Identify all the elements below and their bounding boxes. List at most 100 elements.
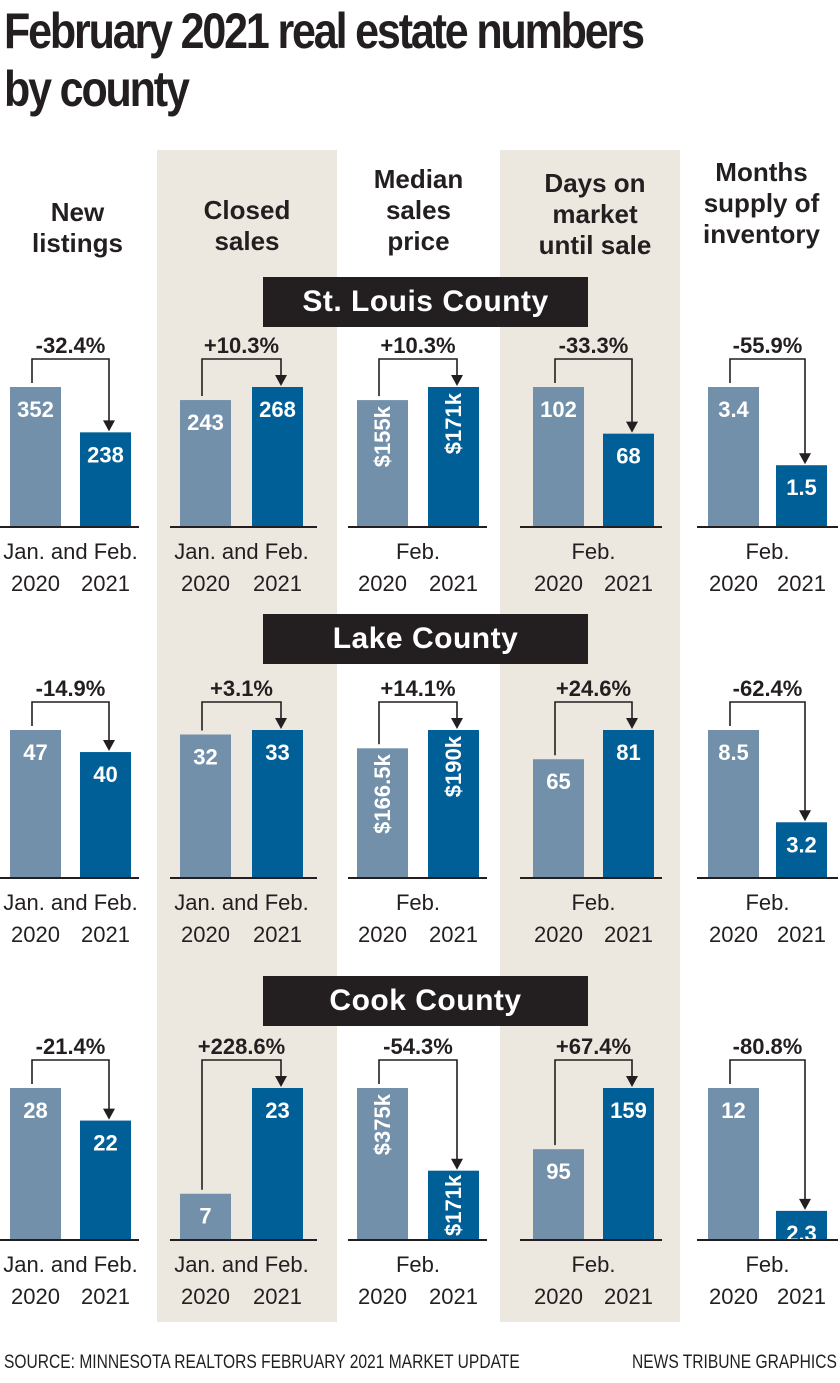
change-bracket [554,358,633,424]
county-label-lake: Lake County [263,614,588,664]
bar-value-label: $155k [370,405,395,467]
year-tick-label: 2020 [534,922,583,947]
year-tick-label: 2020 [709,1284,758,1309]
period-label: Jan. and Feb. [174,539,309,564]
header-line: until sale [538,230,652,260]
year-tick-label: 2020 [709,922,758,947]
bar-2020 [533,1149,584,1240]
bar-2021 [80,1120,131,1240]
bar-2021 [252,387,303,527]
bar-2020 [180,734,231,878]
bar-value-label: 40 [93,762,117,787]
year-tick-label: 2021 [777,571,826,596]
year-tick-label: 2021 [429,922,478,947]
year-tick-label: 2021 [429,571,478,596]
period-label: Feb. [396,539,440,564]
bar-value-label: $171k [441,1174,466,1236]
header-line: inventory [702,219,821,249]
year-tick-label: 2020 [358,571,407,596]
header-line: New [50,197,105,227]
year-tick-label: 2021 [81,571,130,596]
year-tick-label: 2020 [11,571,60,596]
header-line: sales [214,226,280,256]
year-tick-label: 2021 [777,1284,826,1309]
change-bracket [378,358,458,397]
change-bracket [729,358,806,456]
bar-value-label: 3.2 [786,832,817,857]
source-note: SOURCE: MINNESOTA REALTORS FEBRUARY 2021… [4,1352,520,1373]
bar-value-label: 3.4 [718,397,749,422]
bar-2020 [10,1088,61,1240]
bar-value-label: 95 [546,1159,570,1184]
period-label: Feb. [571,1252,615,1277]
bar-value-label: 81 [616,740,640,765]
bar-value-label: 28 [23,1098,47,1123]
period-label: Jan. and Feb. [3,890,138,915]
bar-value-label: 352 [17,397,54,422]
bar-value-label: $375k [370,1093,395,1155]
bar-2021 [776,1210,827,1240]
bar-value-label: 243 [187,410,224,435]
bar-2020 [708,730,759,878]
arrow-head-icon [626,1076,638,1087]
year-tick-label: 2020 [534,571,583,596]
period-label: Feb. [571,890,615,915]
header-line: market [552,199,638,229]
change-bracket [201,701,282,731]
title-line-1: February 2021 real estate numbers [4,3,645,59]
change-bracket [729,701,806,813]
bar-value-label: 2.3 [786,1221,817,1246]
page-title: February 2021 real estate numbers by cou… [4,2,723,118]
bar-2020 [533,387,584,527]
percent-change-label: +24.6% [556,676,631,701]
percent-change-label: -14.9% [36,676,106,701]
year-tick-label: 2021 [429,1284,478,1309]
bar-value-label: 1.5 [786,475,817,500]
period-label: Jan. and Feb. [174,1252,309,1277]
period-label: Feb. [571,539,615,564]
arrow-head-icon [799,453,811,465]
bar-2020 [357,1088,408,1240]
change-bracket [554,701,633,756]
year-tick-label: 2021 [253,922,302,947]
year-tick-label: 2020 [11,1284,60,1309]
percent-change-label: -54.3% [383,1034,453,1059]
bar-2020 [708,387,759,527]
bar-2021 [80,432,131,527]
change-bracket [31,701,110,743]
period-label: Feb. [396,1252,440,1277]
bar-value-label: $171k [441,392,466,454]
bar-2021 [428,1170,479,1240]
percent-change-label: -62.4% [733,676,803,701]
percent-change-label: -33.3% [559,333,629,358]
bar-2020 [10,387,61,527]
bar-2021 [776,822,827,878]
year-tick-label: 2020 [358,1284,407,1309]
bar-2021 [252,730,303,878]
year-tick-label: 2021 [777,922,826,947]
percent-change-label: -80.8% [733,1034,803,1059]
arrow-head-icon [626,421,638,433]
arrow-head-icon [799,1198,811,1210]
year-tick-label: 2021 [604,571,653,596]
bar-2021 [603,1088,654,1240]
bar-value-label: 32 [193,744,217,769]
header-line: supply of [703,188,820,218]
bar-value-label: 238 [87,442,124,467]
year-tick-label: 2021 [81,922,130,947]
bar-2020 [357,400,408,527]
bar-2020 [533,759,584,878]
percent-change-label: +10.3% [204,333,279,358]
column-header-days-on-market: Days on market until sale [505,168,685,261]
arrow-head-icon [103,740,115,752]
change-bracket [31,1059,110,1111]
change-bracket [729,1059,806,1201]
arrow-head-icon [451,1158,463,1170]
header-line: listings [31,228,123,258]
bar-2020 [357,748,408,878]
change-bracket [554,1059,633,1146]
bar-2020 [10,730,61,878]
column-header-new-listings: New listings [0,197,155,259]
bar-value-label: $166.5k [370,754,395,834]
year-tick-label: 2020 [181,1284,230,1309]
